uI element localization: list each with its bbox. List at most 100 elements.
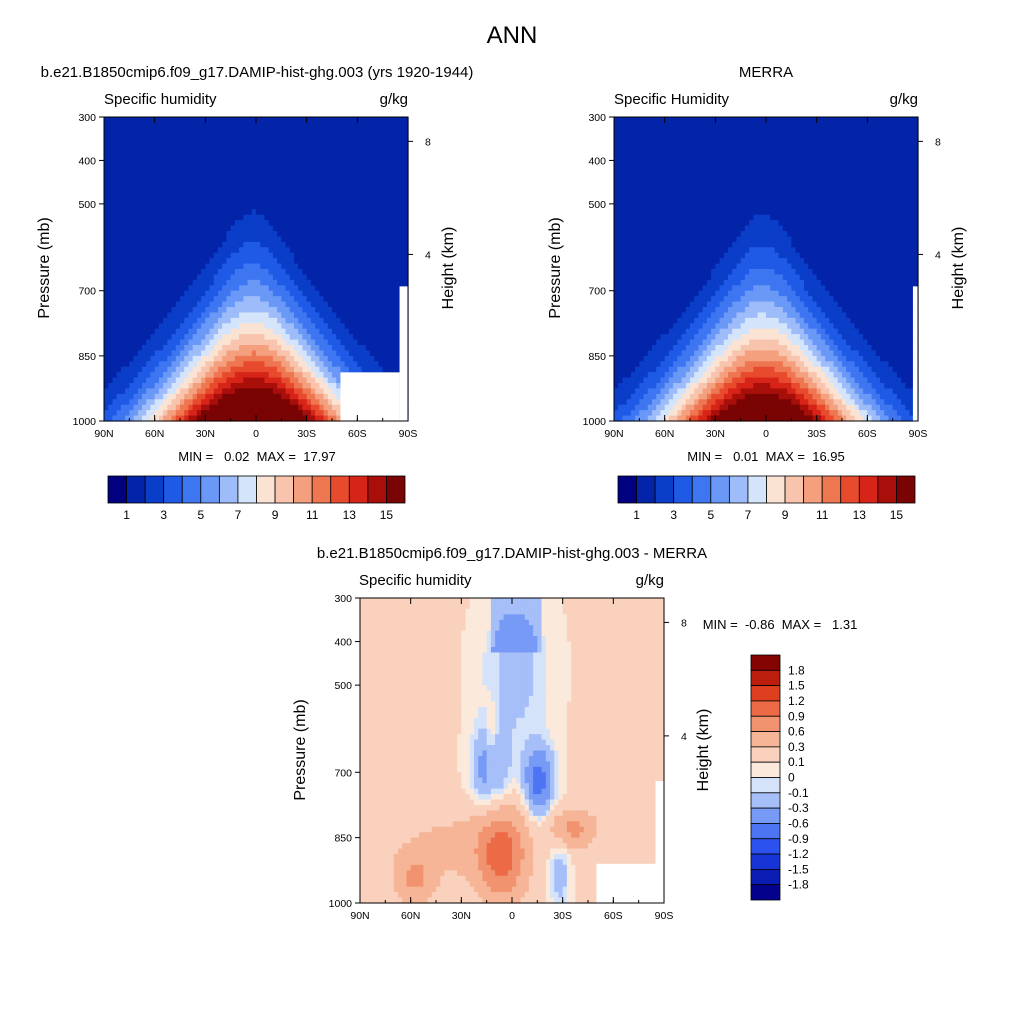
colorbar-label: 7 <box>235 508 242 522</box>
colorbar-swatch <box>821 475 842 504</box>
colorbar-swatch <box>750 746 781 763</box>
colorbar-label: 5 <box>197 508 204 522</box>
missing-data <box>596 863 664 904</box>
colorbar-label: 3 <box>160 508 167 522</box>
missing-data <box>340 372 400 422</box>
panel-merra-units: g/kg <box>890 91 918 108</box>
y-tick-label: 400 <box>78 155 96 167</box>
colorbar-swatch <box>163 475 183 504</box>
panel-model-plot: 90N 60N 30N 0 30S 60S 90S 300 400 500 700 850 1000 8 4 <box>73 112 431 440</box>
y-tick-label: 300 <box>588 112 606 124</box>
panel-model-title: b.e21.B1850cmip6.f09_g17.DAMIP-hist-ghg.… <box>41 64 474 81</box>
x-tick-label: 30N <box>452 910 471 922</box>
y-tick-label: 850 <box>78 351 96 363</box>
colorbar-swatch <box>218 475 239 504</box>
colorbar-label: 1.8 <box>788 663 805 677</box>
colorbar-swatch <box>750 777 781 794</box>
colorbar-swatch <box>747 475 767 504</box>
y-tick-label: 400 <box>588 155 606 167</box>
panel-merra-left-label: Specific Humidity <box>614 91 730 108</box>
colorbar-swatch <box>750 731 781 748</box>
x-tick-label: 60N <box>655 428 674 440</box>
colorbar-label: 1 <box>123 508 130 522</box>
y-tick-label: 700 <box>588 286 606 298</box>
colorbar-swatch <box>107 475 127 504</box>
panel-merra-ylabel: Pressure (mb) <box>547 217 564 318</box>
x-tick-label: 0 <box>253 428 259 440</box>
colorbar-label: 0.3 <box>788 740 805 754</box>
x-tick-label: 0 <box>763 428 769 440</box>
colorbar-swatch <box>293 475 313 504</box>
panel-model-min-max: MIN = 0.02 MAX = 17.97 <box>178 449 336 464</box>
x-tick-label: 30S <box>297 428 316 440</box>
panel-diff: b.e21.B1850cmip6.f09_g17.DAMIP-hist-ghg.… <box>292 545 857 922</box>
panel-merra: MERRA Specific Humidity g/kg 90N 60N 30N 0 3… <box>547 64 967 522</box>
colorbar-label: -0.1 <box>788 786 809 800</box>
panel-model-left-label: Specific humidity <box>104 91 217 108</box>
colorbar-swatch <box>654 475 675 504</box>
colorbar-swatch <box>750 884 781 901</box>
missing-data <box>912 286 918 422</box>
x-tick-label: 30S <box>807 428 826 440</box>
figure-title: ANN <box>487 22 538 49</box>
colorbar-swatch <box>750 700 781 717</box>
colorbar-swatch <box>691 475 712 504</box>
colorbar-swatch <box>673 475 693 504</box>
colorbar-label: 3 <box>670 508 677 522</box>
panel-diff-units: g/kg <box>636 572 664 589</box>
colorbar-label: -1.2 <box>788 847 809 861</box>
colorbar-swatch <box>750 853 781 870</box>
colorbar-swatch <box>386 475 406 504</box>
panel-diff-y2label: Height (km) <box>695 709 712 792</box>
colorbar-swatch <box>877 475 897 504</box>
panel-model-y2label: Height (km) <box>440 227 457 310</box>
y-tick-label: 850 <box>588 351 606 363</box>
colorbar-swatch <box>710 475 730 504</box>
y2-tick-label: 8 <box>935 136 941 148</box>
panel-merra-min-max: MIN = 0.01 MAX = 16.95 <box>687 449 845 464</box>
colorbar-swatch <box>750 685 781 702</box>
colorbar-label: -1.8 <box>788 878 809 892</box>
panel-diff-ylabel: Pressure (mb) <box>292 699 309 800</box>
colorbar-swatch <box>367 475 387 504</box>
colorbar-swatch <box>750 654 781 671</box>
panel-merra-y2label: Height (km) <box>950 227 967 310</box>
x-tick-label: 90S <box>399 428 418 440</box>
colorbar-swatch <box>750 807 781 824</box>
colorbar-swatch <box>803 475 823 504</box>
colorbar-swatch <box>750 761 781 778</box>
colorbar-label: -0.9 <box>788 832 809 846</box>
colorbar-swatch <box>766 475 786 504</box>
panel-diff-colorbar: 1.81.51.20.90.60.30.10-0.1-0.3-0.6-0.9-1… <box>750 654 809 901</box>
colorbar-label: -1.5 <box>788 862 809 876</box>
colorbar-label: 1.2 <box>788 694 805 708</box>
colorbar-label: 11 <box>816 508 829 522</box>
panel-merra-title: MERRA <box>739 64 793 81</box>
y-tick-label: 400 <box>334 637 352 649</box>
colorbar-swatch <box>750 669 781 687</box>
colorbar-label: 0.6 <box>788 725 805 739</box>
y-tick-label: 500 <box>334 680 352 692</box>
y-tick-label: 1000 <box>583 416 607 428</box>
colorbar-label: 9 <box>272 508 279 522</box>
x-tick-label: 90N <box>350 910 369 922</box>
y-tick-label: 700 <box>78 286 96 298</box>
colorbar-swatch <box>256 475 276 504</box>
y2-tick-label: 4 <box>681 731 687 743</box>
colorbar-swatch <box>617 475 637 504</box>
colorbar-label: 0.1 <box>788 755 805 769</box>
y2-tick-label: 8 <box>681 617 687 629</box>
colorbar-swatch <box>750 715 781 732</box>
colorbar-swatch <box>728 475 749 504</box>
colorbar-label: 13 <box>343 508 357 522</box>
colorbar-swatch <box>237 475 257 504</box>
colorbar-swatch <box>750 792 781 809</box>
colorbar-swatch <box>144 475 165 504</box>
colorbar-label: 15 <box>890 508 904 522</box>
colorbar-swatch <box>200 475 220 504</box>
panel-model: b.e21.B1850cmip6.f09_g17.DAMIP-hist-ghg.… <box>36 64 473 522</box>
x-tick-label: 60S <box>604 910 623 922</box>
panel-diff-left-label: Specific humidity <box>359 572 472 589</box>
y2-tick-label: 4 <box>425 249 431 261</box>
colorbar-label: 7 <box>745 508 752 522</box>
